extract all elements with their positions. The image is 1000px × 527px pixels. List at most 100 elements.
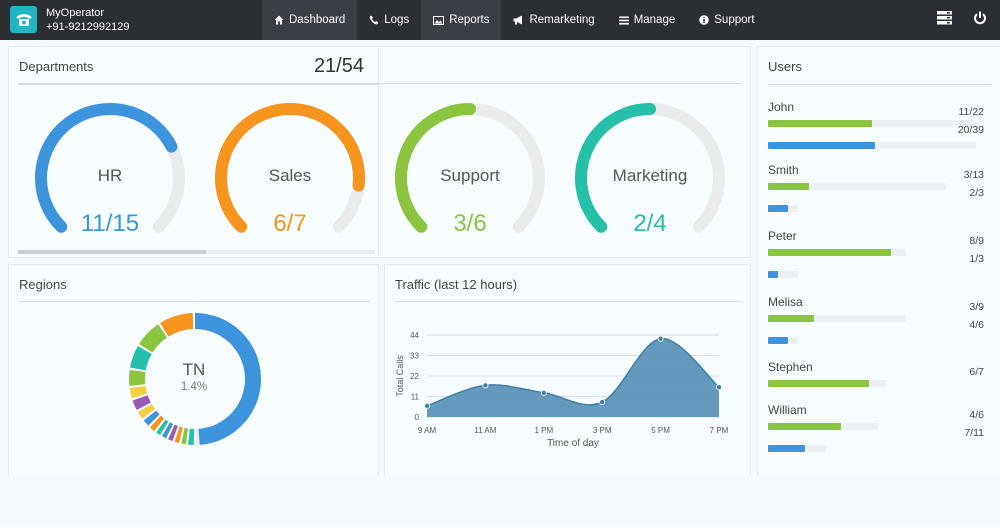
traffic-title: Traffic (last 12 hours) — [395, 277, 518, 292]
donut-segment — [129, 369, 146, 386]
y-axis-label: Total Calls — [395, 355, 405, 397]
user-bar-fill — [768, 380, 870, 387]
x-tick-label: 9 AM — [418, 426, 437, 435]
data-point — [715, 384, 722, 391]
user-count: 3/9 — [969, 301, 984, 313]
nav-support[interactable]: Support — [687, 0, 766, 40]
data-point — [657, 335, 664, 342]
donut-center-label: TN — [182, 360, 206, 379]
donut-segment — [139, 324, 168, 353]
donut-segment — [129, 385, 148, 399]
power-icon[interactable] — [973, 11, 987, 30]
y-tick-label: 33 — [410, 352, 419, 361]
users-panel: Users John 11/22 20/39 Smith 3/13 2/3 Peter 8/9… — [757, 46, 1000, 478]
user-name[interactable]: William — [768, 403, 807, 417]
donut-segment — [181, 427, 189, 445]
nav-reports[interactable]: Reports — [421, 0, 502, 40]
data-point — [482, 382, 489, 389]
gauge-support[interactable]: Support 3/6 — [389, 92, 551, 242]
brand-phone: +91-9212992129 — [46, 21, 130, 33]
user-name[interactable]: John — [768, 100, 795, 114]
y-tick-label: 44 — [410, 331, 419, 340]
gauge-sales[interactable]: Sales 6/7 — [209, 92, 371, 242]
gauge-fill — [395, 103, 476, 233]
user-count: 20/39 — [957, 124, 984, 136]
x-tick-label: 1 PM — [534, 426, 553, 435]
departments-scroll-thumb[interactable] — [18, 250, 206, 254]
nav-manage[interactable]: Manage — [607, 0, 688, 40]
phone-icon — [369, 15, 379, 25]
nav-dashboard-label: Dashboard — [289, 14, 346, 26]
regions-donut-chart[interactable] — [9, 265, 380, 479]
x-axis-label: Time of day — [547, 438, 599, 449]
megaphone-icon — [513, 15, 524, 25]
donut-segment — [195, 428, 199, 445]
donut-segment — [149, 415, 165, 432]
user-name[interactable]: Melisa — [768, 295, 803, 309]
donut-segment — [160, 313, 194, 337]
user-name[interactable]: Stephen — [768, 360, 813, 374]
user-bar-track — [768, 205, 798, 212]
user-bar-track — [768, 120, 976, 127]
user-count: 3/13 — [963, 169, 984, 181]
donut-segment — [195, 313, 262, 445]
telephone-logo-icon — [15, 13, 32, 26]
user-bar-track — [768, 445, 826, 452]
user-bar-fill — [768, 183, 809, 190]
y-tick-label: 0 — [415, 413, 420, 422]
donut-segment — [188, 428, 195, 445]
donut-center-value: 1.4% — [180, 381, 208, 393]
myoperator-logo[interactable] — [10, 6, 37, 33]
user-count: 6/7 — [969, 366, 984, 378]
regions-title: Regions — [19, 277, 67, 292]
nav-dashboard[interactable]: Dashboard — [262, 0, 358, 40]
departments-title: Departments — [19, 59, 94, 74]
user-count: 1/3 — [969, 253, 984, 265]
gauge-value: 11/15 — [80, 210, 140, 237]
user-bar-fill — [768, 337, 788, 344]
gauge-fill — [215, 103, 365, 233]
x-tick-label: 5 PM — [651, 426, 670, 435]
departments-panel-extension — [379, 46, 751, 258]
traffic-area-chart[interactable]: 0 11 22 33 44 9 AM 11 AM 1 PM 3 PM 5 PM 7 PM Time o… — [385, 265, 752, 479]
user-bar-fill — [768, 271, 778, 278]
gauge-value: 2/4 — [633, 210, 667, 237]
departments-total: 21/54 — [313, 55, 364, 77]
menu-icon — [618, 16, 629, 25]
nav-logs[interactable]: Logs — [357, 0, 421, 40]
gauge-fill — [575, 103, 656, 233]
user-bar-fill — [768, 249, 891, 256]
nav-remarketing[interactable]: Remarketing — [501, 0, 606, 40]
donut-segment — [130, 346, 152, 371]
user-name[interactable]: Smith — [768, 163, 799, 177]
user-count: 8/9 — [969, 235, 984, 247]
gauge-label: Support — [440, 166, 500, 185]
user-bar-fill — [768, 445, 805, 452]
user-bar-fill — [768, 315, 814, 322]
nav-manage-label: Manage — [633, 14, 676, 26]
gauge-value: 3/6 — [453, 210, 487, 237]
departments-scrollbar[interactable] — [18, 250, 375, 254]
user-bar-fill — [768, 423, 842, 430]
traffic-divider — [395, 301, 742, 302]
user-bar-track — [768, 271, 798, 278]
gauge-label: Sales — [268, 166, 312, 185]
user-bar-track — [768, 423, 878, 430]
regions-panel: Regions TN 1.4% — [8, 264, 379, 478]
y-tick-label: 11 — [411, 393, 420, 402]
gauge-hr[interactable]: HR 11/15 — [29, 92, 191, 242]
server-icon[interactable] — [937, 11, 952, 30]
donut-segment — [168, 424, 178, 442]
user-bar-track — [768, 142, 976, 149]
user-count: 2/3 — [969, 187, 984, 199]
user-bar-track — [768, 337, 798, 344]
user-name[interactable]: Peter — [768, 229, 797, 243]
donut-segment — [132, 395, 151, 410]
gauge-marketing[interactable]: Marketing 2/4 — [569, 92, 731, 242]
x-tick-label: 11 AM — [474, 426, 496, 435]
user-bar-track — [768, 249, 906, 256]
donut-segment — [162, 422, 174, 439]
data-point — [424, 402, 431, 409]
y-tick-label: 22 — [410, 372, 419, 381]
page-bottom — [0, 476, 1000, 527]
